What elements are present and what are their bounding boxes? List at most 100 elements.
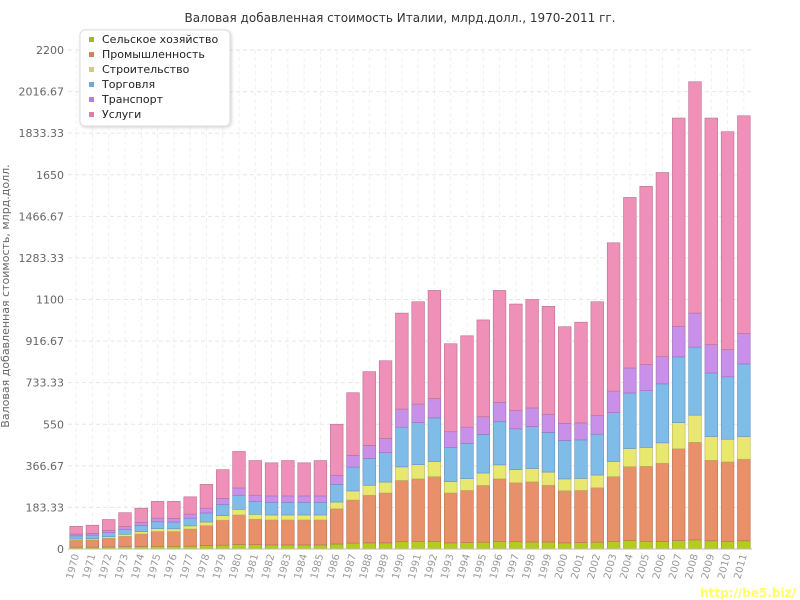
- bar-segment[interactable]: [720, 376, 735, 440]
- bar-segment[interactable]: [688, 346, 702, 416]
- bar-segment[interactable]: [102, 530, 116, 533]
- bar-segment[interactable]: [460, 443, 474, 479]
- bar-segment[interactable]: [558, 423, 572, 441]
- bar-segment[interactable]: [378, 492, 393, 544]
- bar-segment[interactable]: [639, 186, 653, 365]
- bar-segment[interactable]: [427, 540, 442, 550]
- bar-segment[interactable]: [525, 481, 539, 543]
- bar-segment[interactable]: [85, 539, 100, 548]
- bar-segment[interactable]: [704, 436, 718, 461]
- bar-segment[interactable]: [346, 392, 360, 456]
- bar-segment[interactable]: [281, 460, 295, 497]
- bar-segment[interactable]: [264, 544, 279, 550]
- bar-segment[interactable]: [541, 413, 556, 433]
- bar-segment[interactable]: [492, 464, 507, 480]
- bar-segment[interactable]: [558, 542, 572, 550]
- legend-label[interactable]: Транспорт: [101, 93, 164, 106]
- bar-segment[interactable]: [541, 432, 556, 473]
- bar-segment[interactable]: [672, 422, 686, 450]
- bar-segment[interactable]: [102, 532, 116, 538]
- bar-segment[interactable]: [183, 513, 197, 519]
- bar-segment[interactable]: [492, 290, 507, 403]
- bar-segment[interactable]: [281, 495, 295, 503]
- bar-segment[interactable]: [688, 81, 702, 314]
- bar-segment[interactable]: [704, 372, 718, 437]
- bar-segment[interactable]: [525, 426, 539, 469]
- bar-segment[interactable]: [574, 422, 588, 441]
- bar-segment[interactable]: [525, 541, 539, 550]
- bar-segment[interactable]: [688, 539, 702, 550]
- bar-segment[interactable]: [362, 484, 376, 496]
- bar-segment[interactable]: [378, 360, 393, 439]
- bar-segment[interactable]: [688, 442, 702, 541]
- bar-segment[interactable]: [248, 494, 262, 502]
- bar-segment[interactable]: [476, 485, 490, 543]
- bar-segment[interactable]: [476, 434, 490, 474]
- bar-segment[interactable]: [558, 490, 572, 544]
- bar-segment[interactable]: [281, 501, 295, 516]
- bar-segment[interactable]: [330, 423, 344, 476]
- bar-segment[interactable]: [411, 464, 425, 480]
- bar-segment[interactable]: [264, 495, 279, 503]
- bar-segment[interactable]: [362, 371, 376, 446]
- bar-segment[interactable]: [525, 299, 539, 409]
- bar-segment[interactable]: [623, 448, 637, 467]
- bar-segment[interactable]: [558, 440, 572, 480]
- bar-segment[interactable]: [118, 526, 132, 530]
- bar-segment[interactable]: [167, 531, 181, 547]
- bar-segment[interactable]: [167, 521, 181, 530]
- bar-segment[interactable]: [346, 542, 360, 550]
- legend-label[interactable]: Промышленность: [102, 48, 205, 61]
- bar-segment[interactable]: [362, 494, 376, 544]
- bar-segment[interactable]: [216, 519, 230, 546]
- bar-segment[interactable]: [655, 356, 670, 385]
- bar-segment[interactable]: [183, 517, 197, 527]
- bar-segment[interactable]: [313, 544, 328, 550]
- bar-segment[interactable]: [395, 408, 409, 428]
- bar-segment[interactable]: [606, 242, 621, 392]
- bar-segment[interactable]: [737, 458, 751, 542]
- bar-segment[interactable]: [167, 501, 181, 519]
- bar-segment[interactable]: [460, 478, 474, 491]
- bar-segment[interactable]: [85, 534, 100, 539]
- bar-segment[interactable]: [297, 501, 311, 516]
- bar-segment[interactable]: [492, 421, 507, 466]
- bar-segment[interactable]: [558, 478, 572, 492]
- bar-segment[interactable]: [590, 301, 604, 416]
- bar-segment[interactable]: [444, 431, 458, 448]
- bar-segment[interactable]: [134, 533, 148, 547]
- bar-segment[interactable]: [460, 542, 474, 550]
- bar-segment[interactable]: [232, 514, 246, 545]
- bar-segment[interactable]: [150, 501, 165, 519]
- bar-segment[interactable]: [460, 490, 474, 543]
- bar-segment[interactable]: [476, 416, 490, 435]
- bar-segment[interactable]: [720, 131, 735, 350]
- bar-segment[interactable]: [199, 525, 214, 546]
- legend[interactable]: Сельское хозяйство Промышленность Строител…: [79, 29, 231, 127]
- bar-segment[interactable]: [737, 115, 751, 334]
- bar-segment[interactable]: [427, 417, 442, 462]
- bar-segment[interactable]: [411, 403, 425, 423]
- bar-segment[interactable]: [509, 469, 523, 484]
- bar-segment[interactable]: [362, 458, 376, 486]
- bar-segment[interactable]: [313, 501, 328, 516]
- bar-segment[interactable]: [199, 484, 214, 509]
- legend-label[interactable]: Услуги: [102, 108, 141, 121]
- bar-segment[interactable]: [297, 514, 311, 521]
- bar-segment[interactable]: [655, 172, 670, 357]
- bar-segment[interactable]: [85, 524, 100, 534]
- bar-segment[interactable]: [737, 332, 751, 365]
- bar-segment[interactable]: [704, 460, 718, 542]
- bar-segment[interactable]: [134, 522, 148, 526]
- bar-segment[interactable]: [118, 535, 132, 548]
- bar-segment[interactable]: [313, 514, 328, 521]
- bar-segment[interactable]: [411, 540, 425, 550]
- bar-segment[interactable]: [444, 542, 458, 550]
- bar-segment[interactable]: [150, 521, 165, 529]
- bar-segment[interactable]: [704, 117, 718, 345]
- bar-segment[interactable]: [509, 541, 523, 550]
- bar-segment[interactable]: [655, 442, 670, 464]
- bar-segment[interactable]: [623, 466, 637, 541]
- bar-segment[interactable]: [525, 468, 539, 483]
- bar-segment[interactable]: [623, 367, 637, 394]
